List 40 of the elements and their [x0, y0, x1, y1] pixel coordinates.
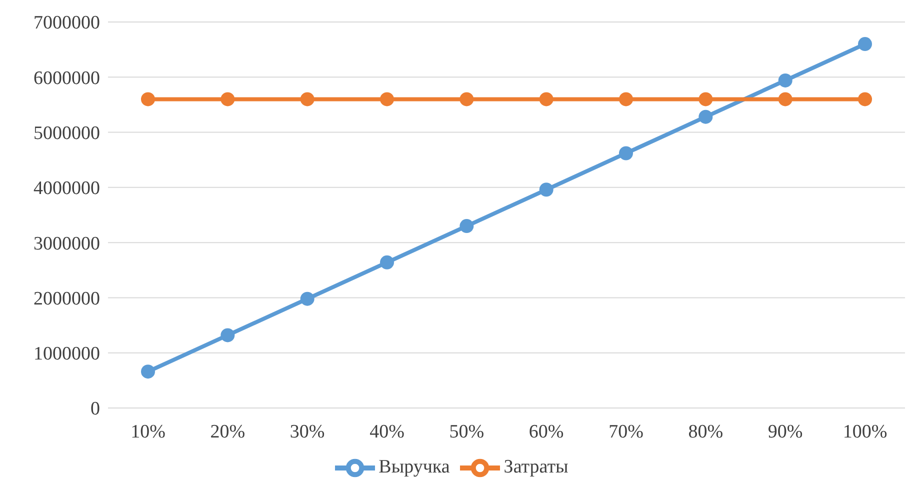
point — [460, 92, 474, 106]
y-tick-label: 4000000 — [34, 178, 100, 200]
legend-label: Затраты — [504, 456, 568, 478]
point — [300, 92, 314, 106]
point — [539, 182, 554, 197]
point — [698, 110, 713, 124]
y-tick-label: 0 — [90, 398, 100, 420]
x-tick-label: 80% — [688, 421, 724, 442]
point — [141, 92, 155, 106]
point — [220, 92, 235, 106]
legend-label: Выручка — [378, 456, 450, 478]
point — [858, 37, 872, 52]
point — [698, 92, 713, 106]
point — [300, 292, 314, 306]
y-tick-label: 5000000 — [34, 123, 100, 144]
x-tick-label: 30% — [290, 421, 325, 442]
x-tick-label: 40% — [370, 421, 405, 442]
x-tick-label: 70% — [608, 421, 644, 442]
y-tick-label: 7000000 — [34, 12, 100, 34]
x-tick-label: 50% — [449, 421, 484, 442]
x-tick-label: 60% — [528, 421, 564, 442]
point — [778, 92, 792, 106]
point — [539, 92, 554, 106]
point — [380, 255, 394, 270]
point — [220, 328, 235, 342]
x-tick-label: 20% — [210, 421, 246, 442]
point — [141, 364, 155, 379]
y-tick-label: 3000000 — [34, 233, 100, 254]
y-tick-label: 2000000 — [34, 288, 100, 310]
point — [619, 146, 633, 160]
point — [778, 73, 792, 88]
y-tick-label: 6000000 — [34, 68, 100, 89]
point — [460, 219, 474, 234]
x-tick-label: 10% — [130, 421, 166, 442]
point — [380, 92, 394, 106]
x-tick-label: 90% — [768, 421, 803, 442]
point — [858, 92, 872, 106]
y-tick-label: 1000000 — [34, 344, 100, 365]
x-tick-label: 100% — [842, 421, 888, 442]
point — [619, 92, 633, 106]
